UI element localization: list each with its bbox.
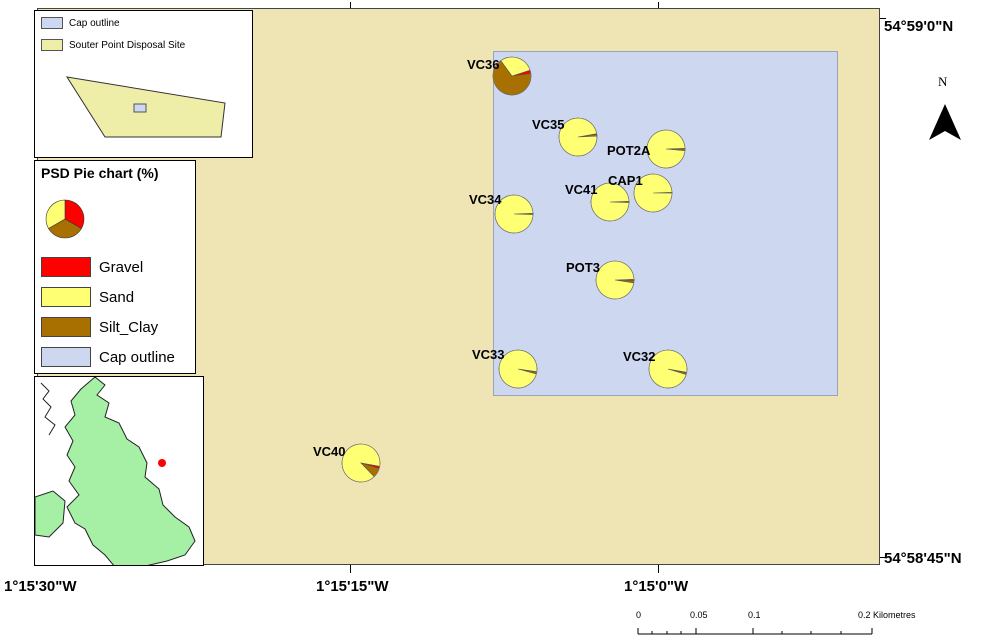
psd-legend-item-silt-clay: Silt_Clay: [41, 317, 158, 337]
psd-legend-item-sand: Sand: [41, 287, 134, 307]
legend-label: Gravel: [99, 259, 143, 276]
legend-swatch: [41, 287, 91, 307]
legend-label: Silt_Clay: [99, 319, 158, 336]
legend-label: Cap outline: [99, 349, 175, 366]
pie-vc33: [499, 350, 537, 388]
psd-legend: PSD Pie chart (%) Gravel Sand Silt_Clay …: [34, 160, 196, 374]
pie-label-vc36: VC36: [467, 57, 500, 72]
legend-swatch: [41, 317, 91, 337]
cap-outline-small: [134, 104, 146, 112]
north-arrow-icon: [928, 104, 962, 142]
pie-label-vc40: VC40: [313, 444, 346, 459]
inset-legend-item: Souter Point Disposal Site: [41, 39, 185, 51]
north-arrow: N: [928, 74, 962, 144]
legend-label: Souter Point Disposal Site: [69, 40, 185, 51]
scale-label: 0.1: [748, 610, 761, 620]
legend-swatch: [41, 17, 63, 29]
legend-label: Cap outline: [69, 18, 120, 29]
legend-swatch: [41, 39, 63, 51]
great-britain-shape: [65, 377, 195, 566]
pie-pot2a: [647, 130, 685, 168]
pie-label-vc34: VC34: [469, 192, 502, 207]
inset-legend-item: Cap outline: [41, 17, 120, 29]
pie-pot3: [596, 261, 634, 299]
scale-label: 0.05: [690, 610, 708, 620]
uk-map-svg: [35, 377, 204, 566]
inset-legend: Cap outline Souter Point Disposal Site: [34, 10, 253, 158]
coastline-islands: [41, 383, 55, 435]
ireland-shape: [35, 491, 65, 537]
pie-label-pot2a: POT2A: [607, 143, 651, 158]
site-location-marker: [158, 459, 166, 467]
pie-label-cap1: CAP1: [608, 173, 643, 188]
pie-label-vc32: VC32: [623, 349, 656, 364]
disposal-site-inset-map: [35, 63, 252, 153]
psd-legend-item-gravel: Gravel: [41, 257, 143, 277]
pie-vc40: [342, 444, 380, 482]
scale-label: 0: [636, 610, 641, 620]
legend-label: Sand: [99, 289, 134, 306]
pie-label-pot3: POT3: [566, 260, 600, 275]
scale-label: 0.2 Kilometres: [858, 610, 916, 620]
pie-vc35: [559, 118, 597, 156]
pie-label-vc33: VC33: [472, 347, 505, 362]
legend-sample-pie: [43, 197, 91, 241]
legend-swatch: [41, 347, 91, 367]
pie-label-vc41: VC41: [565, 182, 598, 197]
psd-legend-item-cap-outline: Cap outline: [41, 347, 175, 367]
pie-label-vc35: VC35: [532, 117, 565, 132]
uk-locator-map: [34, 376, 204, 566]
scale-bar-ticks: [636, 624, 876, 638]
legend-swatch: [41, 257, 91, 277]
north-label: N: [938, 74, 947, 90]
psd-legend-title: PSD Pie chart (%): [41, 165, 158, 181]
